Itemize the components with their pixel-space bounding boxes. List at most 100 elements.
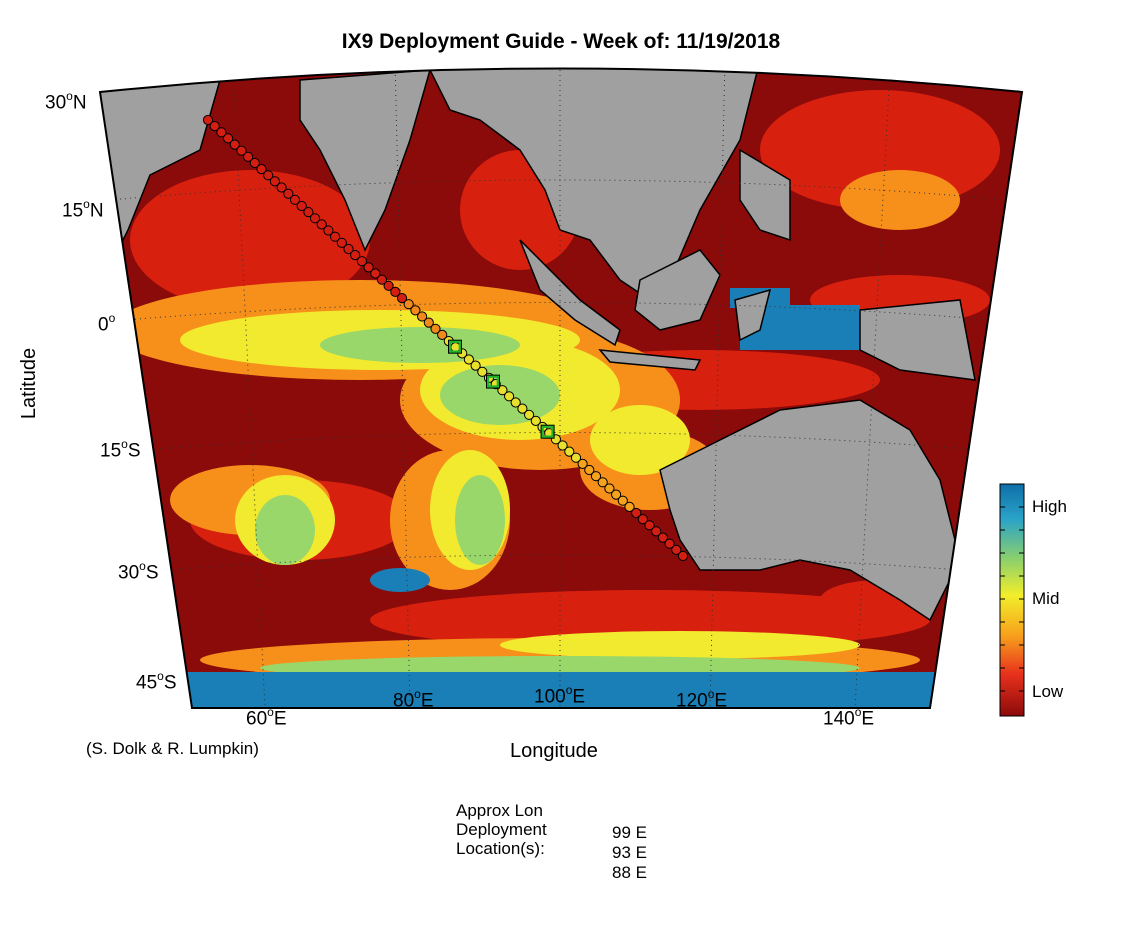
track-point [417,311,428,322]
track-point [577,458,588,469]
track-point [256,164,267,175]
track-point [504,391,515,402]
deployment-header-line: Deployment [456,820,547,839]
deployment-header-line: Approx Lon [456,801,543,820]
track-point [330,231,341,242]
track-point [309,213,321,224]
grid-lon-80e [394,68,411,708]
track-point [590,471,602,482]
grid-lon-120e [709,68,726,708]
land-java [598,349,702,371]
track-point [657,532,669,543]
track-point [470,360,481,371]
land-borneo [634,249,721,331]
track-point [597,477,608,488]
land-india [299,69,432,252]
deployment-location: 99 E [612,823,647,842]
track-point [236,145,247,156]
land-sulawesi [734,288,772,342]
deployment-locations: 99 E 93 E 88 E [612,823,647,883]
grid-lat-15s [144,432,981,451]
track-point [283,188,294,199]
colorbar-ticks [1000,506,1024,692]
lon-label-120e: 120oE [676,687,728,712]
track-point [396,293,408,304]
track-point [671,544,682,556]
track-point [249,157,260,169]
track-point [383,280,394,291]
colorbar-label-high: High [1032,497,1067,516]
colorbar-label-low: Low [1032,682,1064,701]
track-point [336,237,347,248]
track-point [510,397,521,408]
land-sumatra [519,239,621,347]
grid-lat-0 [124,302,996,321]
track-point [276,182,287,193]
track-point [363,262,374,273]
track-point [323,225,334,236]
track-point [223,133,234,144]
track-point [303,207,314,218]
credit-text: (S. Dolk & R. Lumpkin) [86,739,259,758]
lat-label-30n: 30oN [45,89,87,114]
track-point [557,440,568,451]
y-axis-title: Latitude [18,347,41,420]
track-point [651,526,662,537]
deployment-marker [541,425,554,438]
lat-label-0: 0o [98,311,116,336]
deployment-marker-outline [540,424,555,439]
graticule [109,68,1011,708]
track-point [604,483,615,494]
deployment-location: 88 E [612,863,647,882]
track-point [430,323,441,334]
lon-label-100e: 100oE [534,683,586,708]
track-point [664,538,675,549]
track-point [423,317,434,328]
track-point [376,274,387,285]
track-point [410,305,421,316]
track-point [243,151,254,162]
track-point [564,446,575,457]
colorbar-bar [999,483,1025,717]
deployment-marker [486,375,500,388]
ix9-ship-track [202,114,689,562]
track-point [617,495,628,506]
track-point [677,550,689,562]
track-point [370,268,381,279]
deployment-markers [448,339,555,439]
grid-lat-30s [164,554,961,571]
track-point [570,452,582,463]
lat-label-30s: 30oS [118,559,159,584]
track-point [343,243,354,255]
track-point [356,256,367,267]
track-point [517,403,528,414]
track-point [269,176,280,187]
track-point [263,170,274,181]
track-point [530,415,541,426]
track-point [524,409,535,420]
land-philippines [739,148,791,242]
deployment-marker-outline [448,339,462,354]
track-point [296,200,307,212]
lon-label-80e: 80oE [393,687,434,712]
track-point [289,194,301,205]
lat-label-15n: 15oN [62,197,104,222]
lon-label-140e: 140oE [823,705,875,730]
land-papua [859,299,976,381]
lon-label-60e: 60oE [246,705,287,730]
track-point [202,114,214,126]
deployment-marker-outline [486,374,500,389]
track-point [216,127,227,138]
track-point [390,286,401,297]
deployment-header: Approx Lon Deployment Location(s): [456,801,547,858]
track-point [497,385,508,396]
track-point [463,354,474,365]
colorbar-label-mid: Mid [1032,589,1060,608]
track-point [437,329,448,340]
track-point [637,514,649,525]
lat-label-15s: 15oS [100,437,141,462]
track-point [624,501,635,512]
track-point [584,464,595,476]
map-frame [98,67,1024,709]
